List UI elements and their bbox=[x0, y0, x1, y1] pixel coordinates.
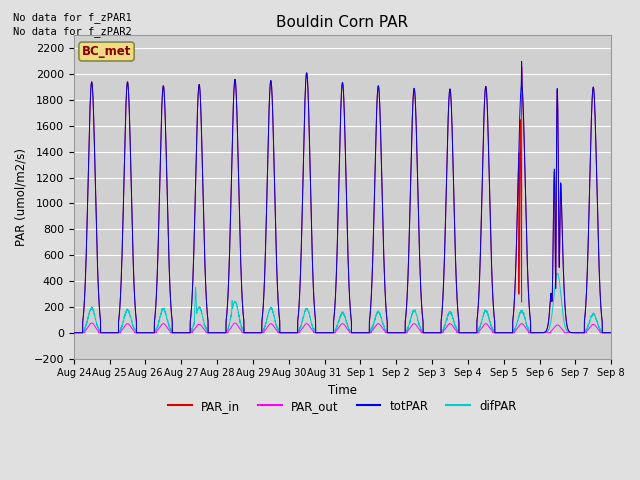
Text: No data for f_zPAR2: No data for f_zPAR2 bbox=[13, 26, 132, 37]
Title: Bouldin Corn PAR: Bouldin Corn PAR bbox=[276, 15, 408, 30]
Legend: PAR_in, PAR_out, totPAR, difPAR: PAR_in, PAR_out, totPAR, difPAR bbox=[164, 395, 522, 417]
Text: No data for f_zPAR1: No data for f_zPAR1 bbox=[13, 12, 132, 23]
Text: BC_met: BC_met bbox=[82, 45, 131, 58]
Y-axis label: PAR (umol/m2/s): PAR (umol/m2/s) bbox=[15, 148, 28, 246]
X-axis label: Time: Time bbox=[328, 384, 357, 397]
